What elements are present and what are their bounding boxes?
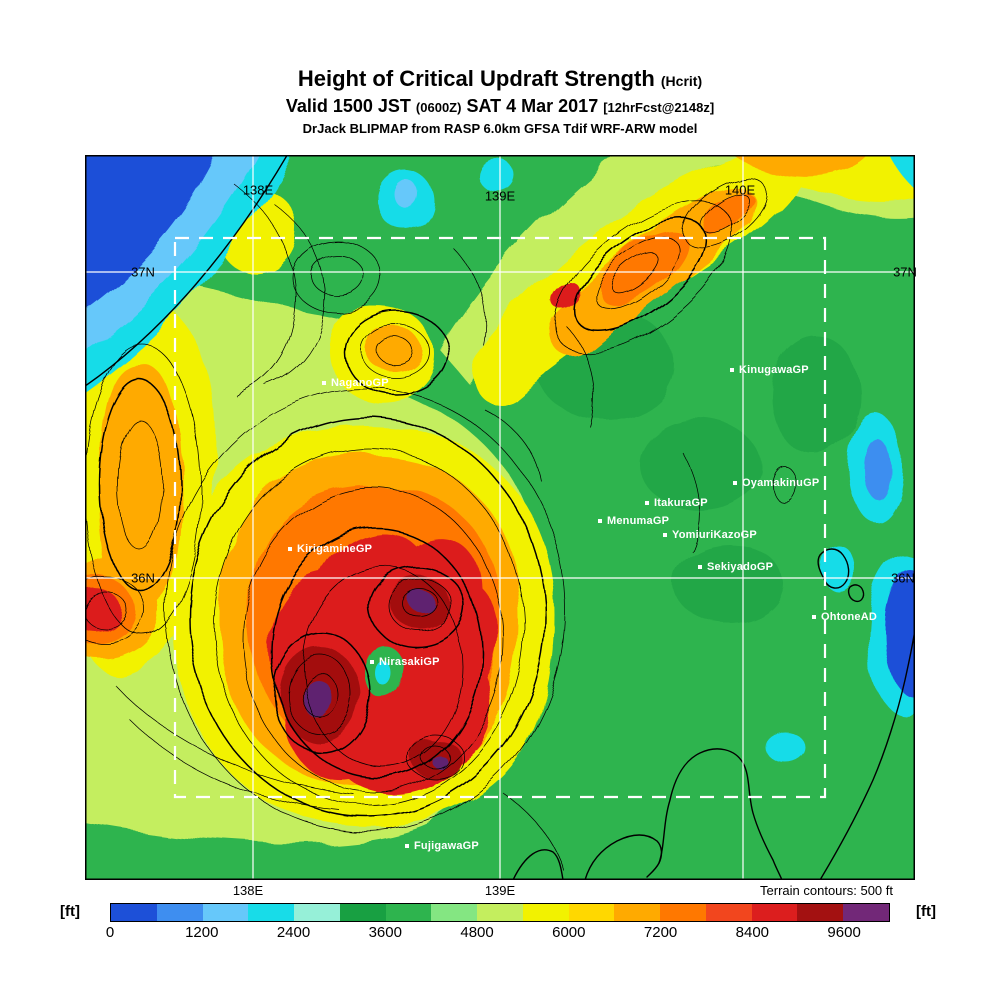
title-note: (Hcrit) xyxy=(660,73,703,89)
colorbar-tick: 6000 xyxy=(552,924,586,941)
site-dot-icon xyxy=(598,519,602,523)
lon-label-top: 138E xyxy=(242,182,274,198)
colorbar-tick: 0 xyxy=(105,924,115,941)
colorbar-unit-left: [ft] xyxy=(60,903,80,920)
site-name: NirasakiGP xyxy=(379,656,440,668)
colorbar-segment xyxy=(522,904,569,921)
site-marker: NirasakiGP xyxy=(370,656,440,668)
colorbar-segment xyxy=(568,904,615,921)
site-marker: KirigamineGP xyxy=(288,543,372,555)
colorbar-segment xyxy=(477,904,523,921)
colorbar-tick: 1200 xyxy=(185,924,219,941)
colorbar-segments xyxy=(110,903,890,922)
site-marker: YomiuriKazoGP xyxy=(663,529,757,541)
colorbar-segment xyxy=(705,904,752,921)
colorbar-segment xyxy=(660,904,706,921)
colorbar-tick: 7200 xyxy=(643,924,678,941)
site-name: KinugawaGP xyxy=(739,364,809,376)
site-name: FujigawaGP xyxy=(414,840,479,852)
title-main: Height of Critical Updraft Strength xyxy=(297,66,655,91)
colorbar-segment xyxy=(431,904,478,921)
lat-label-left: 36N xyxy=(131,570,155,586)
site-dot-icon xyxy=(812,615,816,619)
site-marker: FujigawaGP xyxy=(405,840,479,852)
colorbar-unit-right: [ft] xyxy=(916,903,936,920)
site-dot-icon xyxy=(322,381,326,385)
valid-time-line: Valid 1500 JST (0600Z) SAT 4 Mar 2017 [1… xyxy=(0,96,1000,117)
colorbar-segment xyxy=(751,904,798,921)
site-name: MenumaGP xyxy=(607,515,670,527)
site-marker: OyamakinuGP xyxy=(733,477,819,489)
colorbar-segment xyxy=(385,904,432,921)
site-dot-icon xyxy=(733,481,737,485)
site-dot-icon xyxy=(288,547,292,551)
lon-label-top: 139E xyxy=(484,188,516,204)
color-field xyxy=(85,155,915,845)
valid-fcst: [12hrFcst@2148z] xyxy=(603,100,715,115)
lon-label-bottom: 139E xyxy=(484,883,516,898)
colorbar-tick: 8400 xyxy=(735,924,770,941)
site-dot-icon xyxy=(730,368,734,372)
colorbar-tick: 4800 xyxy=(460,924,494,941)
latlon-grid xyxy=(85,155,915,880)
lat-label-right: 37N xyxy=(893,264,917,280)
lon-label-top: 140E xyxy=(724,182,756,198)
model-line: DrJack BLIPMAP from RASP 6.0km GFSA Tdif… xyxy=(302,121,698,136)
site-name: NaganoGP xyxy=(331,377,389,389)
colorbar-segment xyxy=(156,904,203,921)
site-name: OyamakinuGP xyxy=(742,477,820,489)
site-dot-icon xyxy=(405,844,409,848)
site-dot-icon xyxy=(370,660,374,664)
site-dot-icon xyxy=(645,501,649,505)
site-marker: KinugawaGP xyxy=(730,364,809,376)
lat-label-right: 36N xyxy=(891,570,915,586)
valid-prefix: Valid 1500 JST xyxy=(285,96,411,116)
site-marker: OhtoneAD xyxy=(812,611,877,623)
site-marker: ItakuraGP xyxy=(645,497,708,509)
site-dot-icon xyxy=(698,565,702,569)
site-name: YomiuriKazoGP xyxy=(672,529,757,541)
colorbar-segment xyxy=(248,904,295,921)
colorbar-tick: 2400 xyxy=(276,924,311,941)
site-name: OhtoneAD xyxy=(821,611,877,623)
colorbar-segment xyxy=(339,904,386,921)
colorbar-tick: 9600 xyxy=(827,924,861,941)
valid-date: SAT 4 Mar 2017 xyxy=(466,96,599,116)
site-marker: SekiyadoGP xyxy=(698,561,773,573)
valid-zulu: (0600Z) xyxy=(415,100,462,115)
map-border xyxy=(85,155,915,880)
map-image xyxy=(85,155,915,880)
terrain-note: Terrain contours: 500 ft xyxy=(760,883,893,898)
domain-box xyxy=(173,236,827,799)
site-marker: MenumaGP xyxy=(598,515,669,527)
lat-label-left: 37N xyxy=(131,264,155,280)
colorbar-segment xyxy=(797,904,844,921)
terrain-contour-layer xyxy=(85,178,798,871)
site-marker: NaganoGP xyxy=(322,377,389,389)
colorbar-segment xyxy=(843,904,890,921)
colorbar-segment xyxy=(202,904,249,921)
colorbar-segment xyxy=(111,904,157,921)
site-name: SekiyadoGP xyxy=(707,561,774,573)
colorbar-segment xyxy=(614,904,661,921)
colorbar-tick: 3600 xyxy=(368,924,402,941)
forecast-map: 138E 139E 140E 37N 36N 37N 36N NaganoGP K… xyxy=(85,155,917,880)
site-dot-icon xyxy=(663,533,667,537)
colorbar-ticks: 0 1200 2400 3600 4800 6000 7200 8400 9600 xyxy=(106,924,890,942)
lon-label-bottom: 138E xyxy=(232,883,264,898)
site-name: KirigamineGP xyxy=(297,543,373,555)
colorbar-segment xyxy=(294,904,340,921)
site-name: ItakuraGP xyxy=(654,497,708,509)
page-title: Height of Critical Updraft Strength (Hcr… xyxy=(0,66,1000,92)
